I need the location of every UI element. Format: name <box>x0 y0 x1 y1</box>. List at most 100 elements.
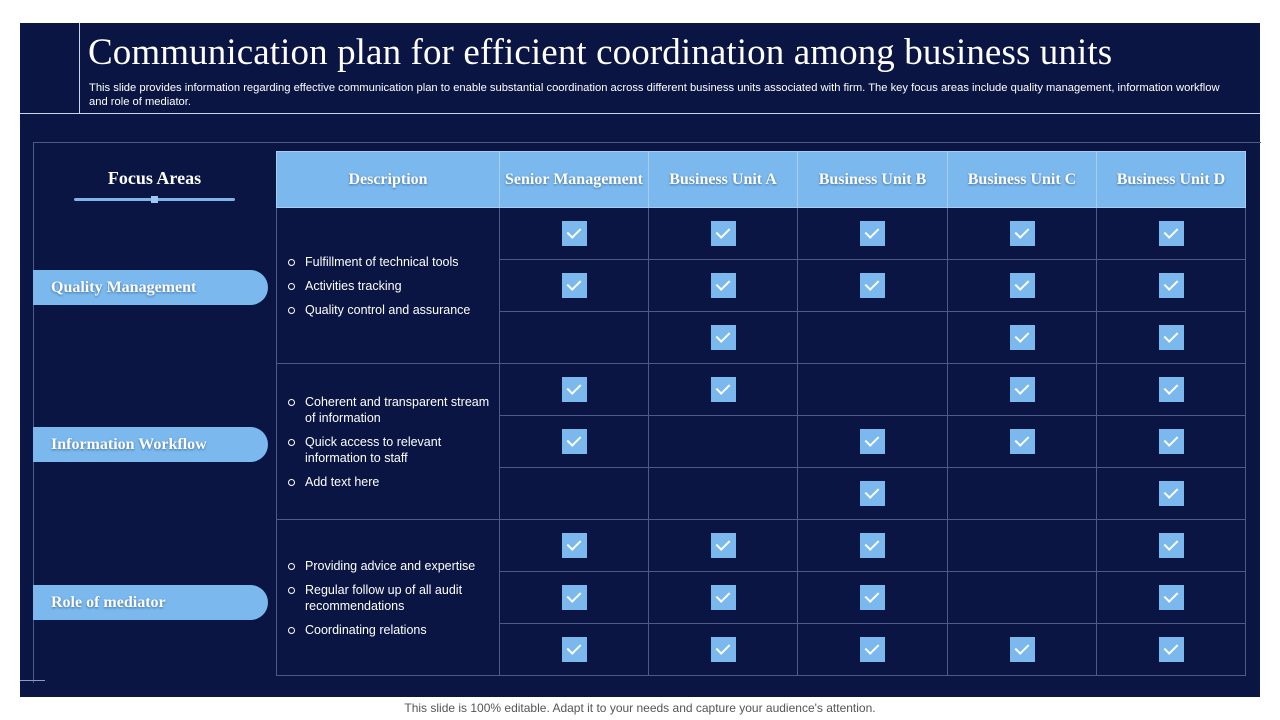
checkbox-checked-icon <box>860 533 885 558</box>
check-cell <box>797 571 948 624</box>
check-cell <box>648 415 798 468</box>
check-cell <box>797 259 948 312</box>
description-bullet: Quality control and assurance <box>287 302 491 318</box>
slide-footer-note: This slide is 100% editable. Adapt it to… <box>404 701 876 715</box>
check-cell <box>797 623 948 676</box>
check-cell <box>1096 363 1246 416</box>
table-header-row: Description Senior Management Business U… <box>276 151 1246 208</box>
check-cell <box>648 259 798 312</box>
description-bullet: Regular follow up of all audit recommend… <box>287 582 491 614</box>
checkbox-checked-icon <box>860 273 885 298</box>
focus-area-information-workflow: Information Workflow <box>33 427 268 462</box>
title-divider-horizontal <box>20 113 1260 114</box>
coordination-table: Description Senior Management Business U… <box>276 151 1246 676</box>
check-cell <box>1096 571 1246 624</box>
description-cell: Coherent and transparent stream of infor… <box>276 363 500 520</box>
check-cell <box>797 415 948 468</box>
check-cell <box>1096 259 1246 312</box>
table-row: Coherent and transparent stream of infor… <box>276 363 1246 520</box>
check-cell <box>1096 467 1246 520</box>
checkbox-checked-icon <box>1009 325 1035 350</box>
description-bullet: Quick access to relevant information to … <box>287 434 491 466</box>
description-bullet: Add text here <box>287 474 491 490</box>
check-cell <box>648 207 798 260</box>
checkbox-checked-icon <box>1009 273 1035 298</box>
title-divider-vertical <box>79 23 80 114</box>
slide: Communication plan for efficient coordin… <box>20 23 1261 697</box>
description-bullet: Providing advice and expertise <box>287 558 491 574</box>
check-cell <box>947 623 1097 676</box>
checkbox-checked-icon <box>1009 637 1035 662</box>
checkbox-checked-icon <box>1158 533 1184 558</box>
panel-divider <box>20 680 45 681</box>
description-list: Providing advice and expertise Regular fo… <box>287 558 491 638</box>
checkbox-checked-icon <box>1158 221 1184 246</box>
checkbox-checked-icon <box>1158 585 1184 610</box>
header-business-unit-b: Business Unit B <box>797 151 948 208</box>
checkbox-checked-icon <box>561 637 587 662</box>
table-row <box>277 415 1246 468</box>
checkbox-checked-icon <box>561 533 587 558</box>
focus-areas-marker <box>151 196 158 203</box>
table-row: Fulfillment of technical tools Activities… <box>276 207 1246 364</box>
table-body: Fulfillment of technical tools Activities… <box>276 207 1246 676</box>
check-cell <box>1096 623 1246 676</box>
check-cell <box>648 467 798 520</box>
check-cell <box>499 571 649 624</box>
table-row <box>277 311 1246 364</box>
checkbox-checked-icon <box>710 377 736 402</box>
check-cell <box>947 415 1097 468</box>
checkbox-checked-icon <box>1009 429 1035 454</box>
table-row <box>277 259 1246 312</box>
checkbox-checked-icon <box>1158 429 1184 454</box>
description-list: Fulfillment of technical tools Activities… <box>287 254 491 318</box>
description-cell: Fulfillment of technical tools Activities… <box>276 207 500 364</box>
check-cell <box>947 571 1097 624</box>
description-list: Coherent and transparent stream of infor… <box>287 394 491 490</box>
check-cell <box>797 207 948 260</box>
check-cell <box>499 519 649 572</box>
description-cell: Providing advice and expertise Regular fo… <box>276 519 500 676</box>
check-cell <box>1096 207 1246 260</box>
check-cell <box>797 363 948 416</box>
checkbox-checked-icon <box>710 533 736 558</box>
checkbox-checked-icon <box>1158 273 1184 298</box>
checkbox-checked-icon <box>561 429 587 454</box>
checkbox-checked-icon <box>710 273 736 298</box>
check-cell <box>648 571 798 624</box>
description-bullet: Activities tracking <box>287 278 491 294</box>
check-cell <box>947 259 1097 312</box>
check-cell <box>1096 415 1246 468</box>
check-cell <box>797 311 948 364</box>
check-cell <box>648 311 798 364</box>
check-cell <box>797 467 948 520</box>
check-cell <box>648 519 798 572</box>
checkbox-checked-icon <box>860 637 885 662</box>
checkbox-checked-icon <box>1158 377 1184 402</box>
check-cell <box>499 467 649 520</box>
header-business-unit-a: Business Unit A <box>648 151 798 208</box>
checkbox-checked-icon <box>1009 221 1035 246</box>
check-cell <box>499 415 649 468</box>
check-cell <box>947 311 1097 364</box>
checkbox-checked-icon <box>710 637 736 662</box>
focus-area-quality-management: Quality Management <box>33 270 268 305</box>
checkbox-checked-icon <box>710 221 736 246</box>
check-cell <box>499 623 649 676</box>
header-business-unit-d: Business Unit D <box>1096 151 1246 208</box>
checkbox-checked-icon <box>561 221 587 246</box>
check-cell <box>1096 311 1246 364</box>
checkbox-checked-icon <box>860 585 885 610</box>
checkbox-checked-icon <box>1158 481 1184 506</box>
focus-area-role-of-mediator: Role of mediator <box>33 585 268 620</box>
check-cell <box>947 363 1097 416</box>
slide-subtitle: This slide provides information regardin… <box>89 82 1220 108</box>
checkbox-checked-icon <box>860 481 885 506</box>
content-panel <box>33 142 1261 683</box>
check-cell <box>947 519 1097 572</box>
slide-title: Communication plan for efficient coordin… <box>88 32 1113 73</box>
table-row: Providing advice and expertise Regular fo… <box>276 519 1246 676</box>
checkbox-checked-icon <box>710 585 736 610</box>
check-cell <box>947 467 1097 520</box>
check-cell <box>648 623 798 676</box>
